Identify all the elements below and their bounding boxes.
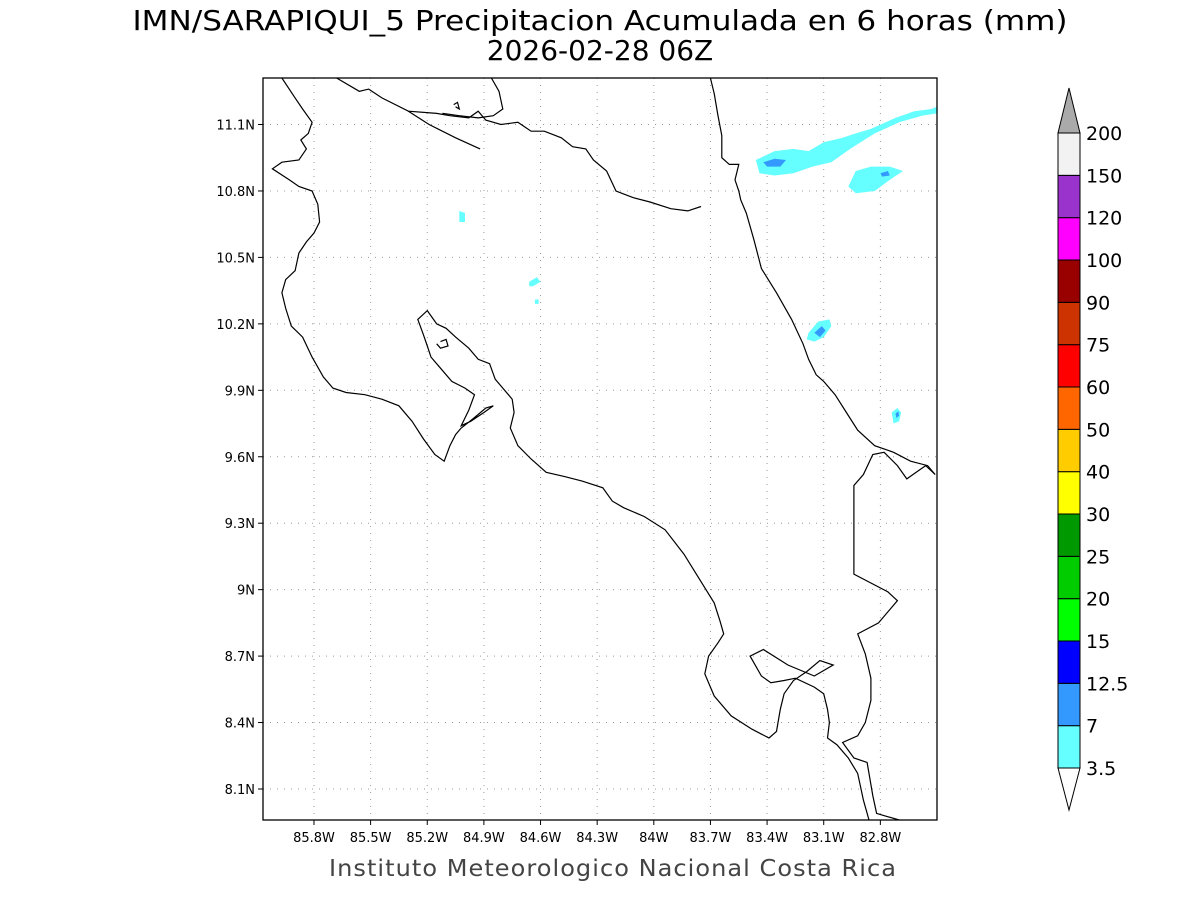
- colorbar-segment: [1057, 555, 1081, 600]
- colorbar-segment: [1057, 640, 1081, 684]
- precipitation-area: [880, 171, 890, 177]
- colorbar-underflow-arrow: [1057, 767, 1081, 812]
- longitude-tick-label: 83.4W: [746, 831, 788, 846]
- precipitation-colorbar: 3.5 7 12.5 15 20 25 30 40 50 60 75 90 100 120 150 200: [1057, 87, 1128, 812]
- latitude-tick-label: 9N: [237, 584, 255, 599]
- latitude-tick-label: 11.1N: [216, 119, 255, 134]
- colorbar-segment: [1057, 471, 1081, 515]
- latitude-tick-label: 8.4N: [225, 717, 255, 732]
- longitude-tick-label: 82.8W: [859, 831, 901, 846]
- plot-frame: [262, 77, 938, 821]
- longitude-tick-label: 84.3W: [576, 831, 618, 846]
- colorbar-level-label: 120: [1086, 208, 1122, 230]
- colorbar-level-label: 150: [1086, 165, 1122, 187]
- coastline: [453, 101, 461, 111]
- latitude-tick-label: 10.5N: [216, 251, 255, 266]
- colorbar-level-label: 30: [1086, 504, 1110, 526]
- coastline: [408, 110, 481, 150]
- precipitation-area: [529, 277, 541, 287]
- colorbar-level-label: 90: [1086, 292, 1110, 314]
- latitude-tick-labels: 11.1N 10.8N 10.5N 10.2N 9.9N 9.6N 9.3N 9N 8.7N 8.…: [216, 119, 263, 798]
- colorbar-segment: [1057, 174, 1081, 219]
- colorbar-level-label: 75: [1086, 335, 1110, 357]
- colorbar-level-label: 15: [1086, 631, 1110, 653]
- latitude-tick-label: 9.9N: [225, 384, 255, 399]
- latitude-tick-label: 8.7N: [225, 650, 255, 665]
- latitude-tick-label: 8.1N: [225, 783, 255, 798]
- precipitation-area: [755, 106, 937, 176]
- longitude-tick-label: 83.1W: [803, 831, 845, 846]
- coastline-layer: [271, 78, 936, 820]
- colorbar-segment: [1057, 598, 1081, 642]
- colorbar-level-label: 200: [1086, 123, 1122, 145]
- longitude-tick-label: 84.6W: [520, 831, 562, 846]
- coastline: [709, 78, 936, 475]
- colorbar-level-label: 25: [1086, 546, 1110, 568]
- colorbar-segment: [1057, 132, 1081, 176]
- coastline: [841, 451, 936, 820]
- precipitation-layer: [459, 106, 937, 424]
- longitude-tick-label: 85.8W: [293, 831, 335, 846]
- latitude-tick-label: 10.2N: [216, 318, 255, 333]
- colorbar-segment: [1057, 301, 1081, 346]
- latitude-tick-label: 10.8N: [216, 185, 255, 200]
- longitude-tick-label: 85.5W: [350, 831, 392, 846]
- colorbar-segment: [1057, 428, 1081, 473]
- longitude-tick-labels: 85.8W 85.5W 85.2W 84.9W 84.6W 84.3W 84W 83.7W 83…: [293, 820, 901, 846]
- precipitation-area: [763, 158, 786, 167]
- precipitation-area: [848, 166, 903, 194]
- lat-lon-grid: [263, 78, 937, 820]
- colorbar-level-label: 60: [1086, 377, 1110, 399]
- latitude-tick-label: 9.3N: [225, 517, 255, 532]
- precipitation-area: [814, 326, 826, 338]
- colorbar-level-label: 12.5: [1086, 673, 1128, 695]
- colorbar-level-label: 3.5: [1086, 758, 1116, 780]
- institution-credit: Instituto Meteorologico Nacional Costa R…: [329, 856, 897, 882]
- longitude-tick-label: 83.7W: [690, 831, 732, 846]
- colorbar-segment: [1057, 217, 1081, 261]
- colorbar-segment: [1057, 386, 1081, 430]
- latitude-tick-label: 9.6N: [225, 451, 255, 466]
- colorbar-overflow-arrow: [1057, 87, 1081, 134]
- colorbar-segment: [1057, 259, 1081, 303]
- precipitation-area: [459, 210, 465, 222]
- longitude-tick-label: 85.2W: [406, 831, 448, 846]
- precipitation-area: [895, 411, 900, 418]
- map-title: IMN/SARAPIQUI_5 Precipitacion Acumulada …: [133, 4, 1068, 37]
- colorbar-level-label: 7: [1086, 716, 1098, 738]
- plot-area-background: [263, 78, 937, 820]
- coastline: [436, 338, 449, 349]
- map-subtitle: 2026-02-28 06Z: [487, 34, 713, 67]
- coastline: [442, 78, 504, 119]
- colorbar-level-label: 100: [1086, 250, 1122, 272]
- colorbar-level-label: 20: [1086, 589, 1110, 611]
- colorbar-segment: [1057, 725, 1081, 769]
- colorbar-segment: [1057, 682, 1081, 727]
- colorbar-segment: [1057, 513, 1081, 557]
- longitude-tick-label: 84.9W: [463, 831, 505, 846]
- coastline: [271, 78, 870, 820]
- colorbar-level-label: 40: [1086, 462, 1110, 484]
- longitude-tick-label: 84W: [639, 831, 669, 846]
- precipitation-area: [534, 299, 539, 304]
- colorbar-segment: [1057, 344, 1081, 388]
- colorbar-level-label: 50: [1086, 419, 1110, 441]
